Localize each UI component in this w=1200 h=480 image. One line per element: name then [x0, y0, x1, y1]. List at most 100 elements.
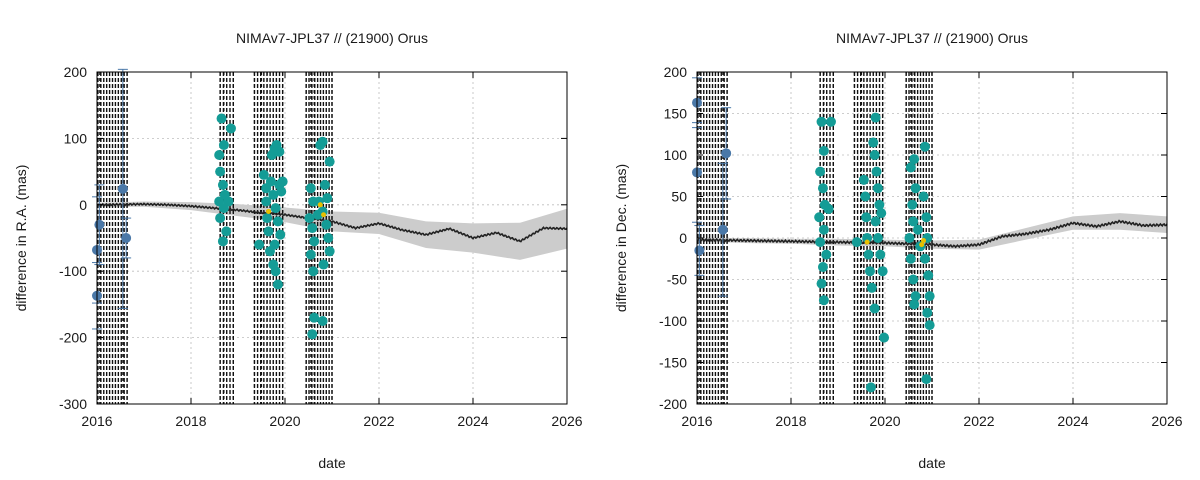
- data-point-new: [215, 166, 226, 177]
- data-point-old: [721, 148, 732, 159]
- data-point-new: [861, 212, 872, 223]
- data-point-new: [309, 236, 320, 247]
- data-point-new: [254, 239, 265, 250]
- data-point-new: [851, 237, 862, 248]
- x-tick-label: 2026: [1151, 413, 1182, 429]
- data-point-new: [877, 266, 888, 277]
- data-point-new: [263, 226, 274, 237]
- data-point-old: [717, 224, 728, 235]
- data-point-old: [117, 183, 128, 194]
- y-tick-label: -300: [59, 396, 87, 412]
- data-point-new: [258, 169, 269, 180]
- data-point-new: [912, 224, 923, 235]
- plot-frame: [96, 71, 568, 405]
- data-point-new: [869, 150, 880, 160]
- model-curve: [96, 202, 568, 243]
- data-point-new: [815, 237, 826, 248]
- data-point-new: [216, 113, 227, 124]
- data-point-new: [865, 382, 876, 393]
- data-point-new: [277, 176, 288, 187]
- x-tick-label: 2024: [457, 413, 488, 429]
- data-point-highlight: [321, 212, 327, 218]
- data-point-new: [815, 166, 826, 177]
- data-point-new: [868, 137, 879, 148]
- data-point-new: [215, 213, 226, 224]
- data-point-new: [910, 183, 921, 194]
- data-point-new: [818, 295, 829, 306]
- data-point-new: [274, 146, 285, 157]
- data-point-new: [817, 262, 828, 273]
- data-point-new: [864, 266, 875, 277]
- data-point-new: [909, 154, 920, 165]
- data-point-new: [874, 199, 885, 210]
- data-point-new: [214, 150, 225, 160]
- chart-title: NIMAv7-JPL37 // (21900) Orus: [236, 30, 428, 46]
- data-point-new: [821, 249, 832, 260]
- data-point-highlight: [921, 237, 927, 243]
- data-point-new: [872, 183, 883, 194]
- data-point-new: [817, 183, 828, 194]
- data-point-new: [816, 278, 827, 289]
- y-tick-label: 200: [664, 64, 688, 80]
- data-point-new: [321, 219, 332, 230]
- data-point-new: [922, 307, 933, 318]
- data-point-new: [223, 196, 234, 207]
- observation-epochs: [97, 72, 333, 404]
- y-tick-label: -100: [659, 313, 687, 329]
- data-point-new: [863, 249, 874, 260]
- data-point-new: [324, 156, 335, 167]
- data-point-new: [816, 116, 827, 127]
- x-tick-label: 2022: [963, 413, 994, 429]
- data-point-new: [919, 253, 930, 264]
- data-point-new: [904, 233, 915, 243]
- data-point-new: [870, 216, 881, 227]
- data-point-new: [858, 174, 869, 185]
- data-point-new: [879, 332, 890, 343]
- y-tick-label: -100: [59, 263, 87, 279]
- data-point-new: [870, 112, 881, 123]
- data-point-new: [908, 274, 919, 285]
- data-point-new: [818, 145, 829, 156]
- data-point-new: [909, 299, 920, 310]
- x-tick-label: 2026: [551, 413, 582, 429]
- data-point-new: [304, 213, 315, 224]
- data-point-new: [218, 140, 229, 151]
- data-point-new: [270, 266, 281, 277]
- data-point-new: [319, 179, 330, 190]
- y-axis-label: difference in R.A. (mas): [13, 165, 29, 312]
- data-point-new: [825, 116, 836, 127]
- data-point-new: [908, 216, 919, 227]
- data-point-new: [309, 312, 320, 323]
- data-point-new: [275, 229, 286, 240]
- data-point-new: [305, 183, 316, 194]
- data-point-new: [866, 282, 877, 293]
- chart-title: NIMAv7-JPL37 // (21900) Orus: [836, 30, 1028, 46]
- data-point-new: [814, 212, 825, 223]
- data-point-new: [322, 193, 333, 204]
- chart-dec-residuals: 2016 2018 2020 2022 2024 2026 -200 -150 -100 -50 0…: [613, 30, 1183, 471]
- data-point-new: [318, 259, 329, 270]
- chart-ra-residuals: 2016 2018 2020 2022 2024 2026 -300 -200 -100 0 100…: [13, 30, 583, 471]
- data-point-new: [918, 191, 929, 202]
- x-axis-label: date: [918, 455, 945, 471]
- y-tick-label: -150: [659, 355, 687, 371]
- axis-ticks: 2016 2018 2020 2022 2024 2026 -200 -150 -100 -50 0…: [659, 64, 1183, 429]
- data-point-new: [869, 303, 880, 314]
- model-uncertainty-band: [697, 213, 1167, 250]
- data-point-highlight: [317, 202, 323, 208]
- y-tick-label: -200: [659, 396, 687, 412]
- data-point-new: [317, 136, 328, 147]
- data-point-new: [862, 233, 873, 243]
- data-point-new: [262, 213, 273, 224]
- data-point-old: [694, 245, 705, 256]
- data-point-new: [269, 239, 280, 250]
- model-curve: [696, 219, 1168, 249]
- data-point-old: [94, 219, 105, 230]
- data-point-new: [308, 266, 319, 277]
- x-tick-label: 2024: [1057, 413, 1088, 429]
- y-tick-label: 150: [664, 106, 688, 122]
- data-point-new: [923, 270, 934, 281]
- data-point-new: [924, 291, 935, 302]
- data-point-new: [875, 249, 886, 260]
